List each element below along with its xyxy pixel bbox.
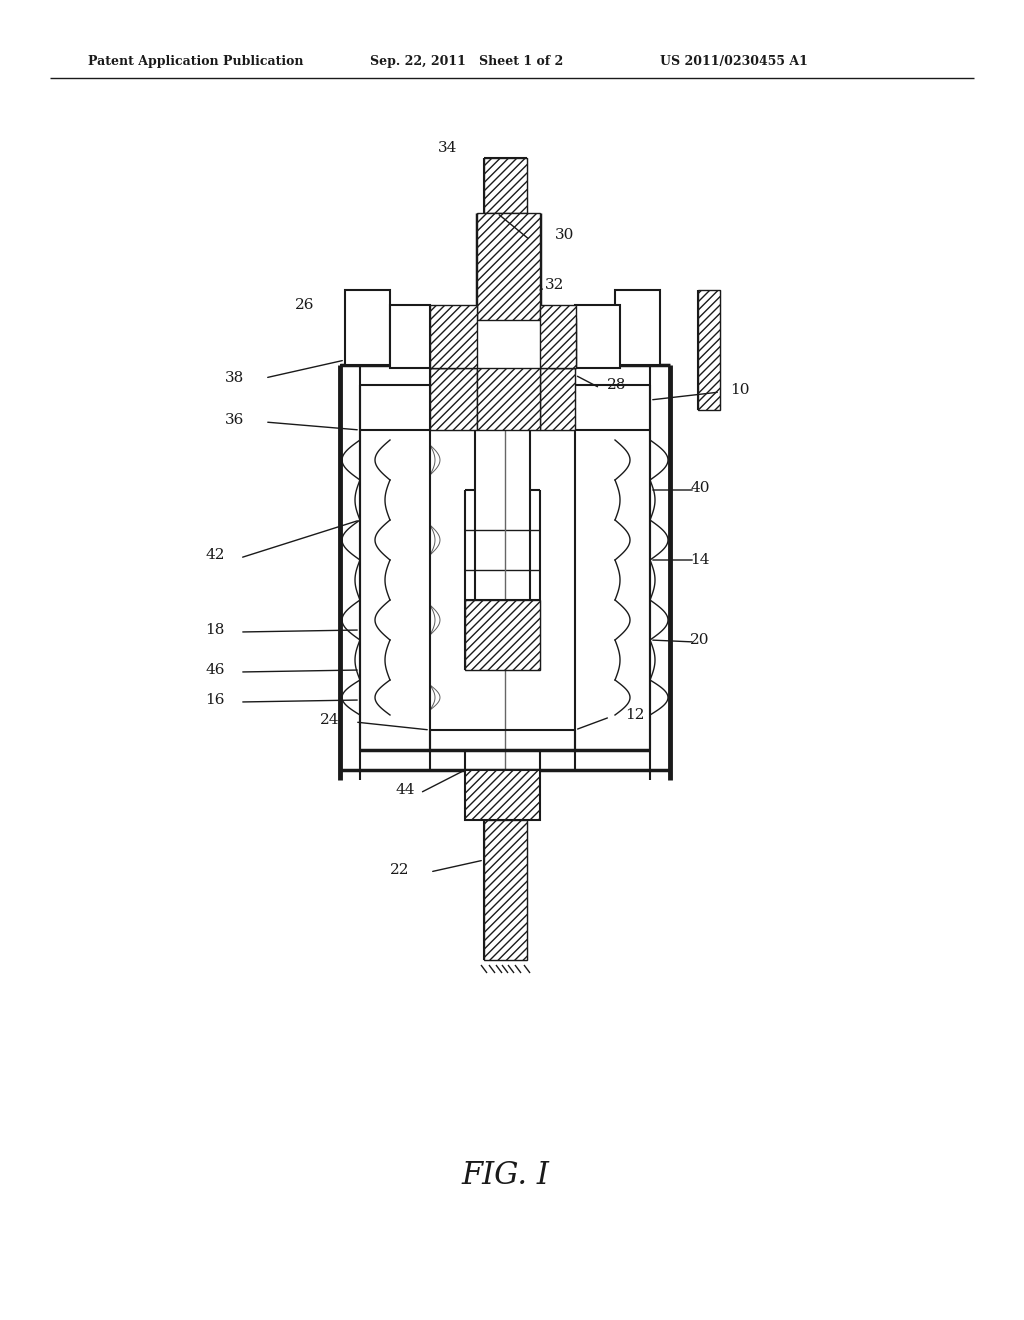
Text: 46: 46 (205, 663, 224, 677)
Text: FIG. I: FIG. I (461, 1159, 549, 1191)
Bar (484, 820, 527, 960)
Bar (540, 305, 575, 368)
Bar (430, 305, 477, 368)
Text: 42: 42 (205, 548, 224, 562)
Bar (477, 368, 540, 430)
Bar (698, 290, 720, 411)
Bar (540, 368, 575, 430)
Text: 24: 24 (321, 713, 340, 727)
Bar (477, 213, 540, 319)
Bar (550, 318, 575, 368)
Text: 12: 12 (626, 708, 645, 722)
Text: 26: 26 (295, 298, 314, 312)
Bar (345, 290, 390, 366)
Text: US 2011/0230455 A1: US 2011/0230455 A1 (660, 55, 808, 69)
Bar (430, 318, 455, 368)
Text: 44: 44 (395, 783, 415, 797)
Bar (465, 601, 540, 671)
Bar (465, 770, 540, 820)
Text: 14: 14 (690, 553, 710, 568)
Bar (484, 158, 527, 213)
Bar (390, 305, 430, 368)
Text: Sep. 22, 2011   Sheet 1 of 2: Sep. 22, 2011 Sheet 1 of 2 (370, 55, 563, 69)
Text: 16: 16 (205, 693, 224, 708)
Text: 18: 18 (206, 623, 224, 638)
Text: 40: 40 (690, 480, 710, 495)
Text: 28: 28 (607, 378, 627, 392)
Bar (615, 290, 660, 366)
Bar (575, 305, 620, 368)
Text: Patent Application Publication: Patent Application Publication (88, 55, 303, 69)
Text: 22: 22 (390, 863, 410, 876)
Text: 20: 20 (690, 634, 710, 647)
Text: 32: 32 (546, 279, 564, 292)
Text: 38: 38 (225, 371, 245, 385)
Bar (430, 368, 477, 430)
Text: 10: 10 (730, 383, 750, 397)
Text: 30: 30 (555, 228, 574, 242)
Text: 36: 36 (225, 413, 245, 426)
Text: 34: 34 (438, 141, 458, 154)
